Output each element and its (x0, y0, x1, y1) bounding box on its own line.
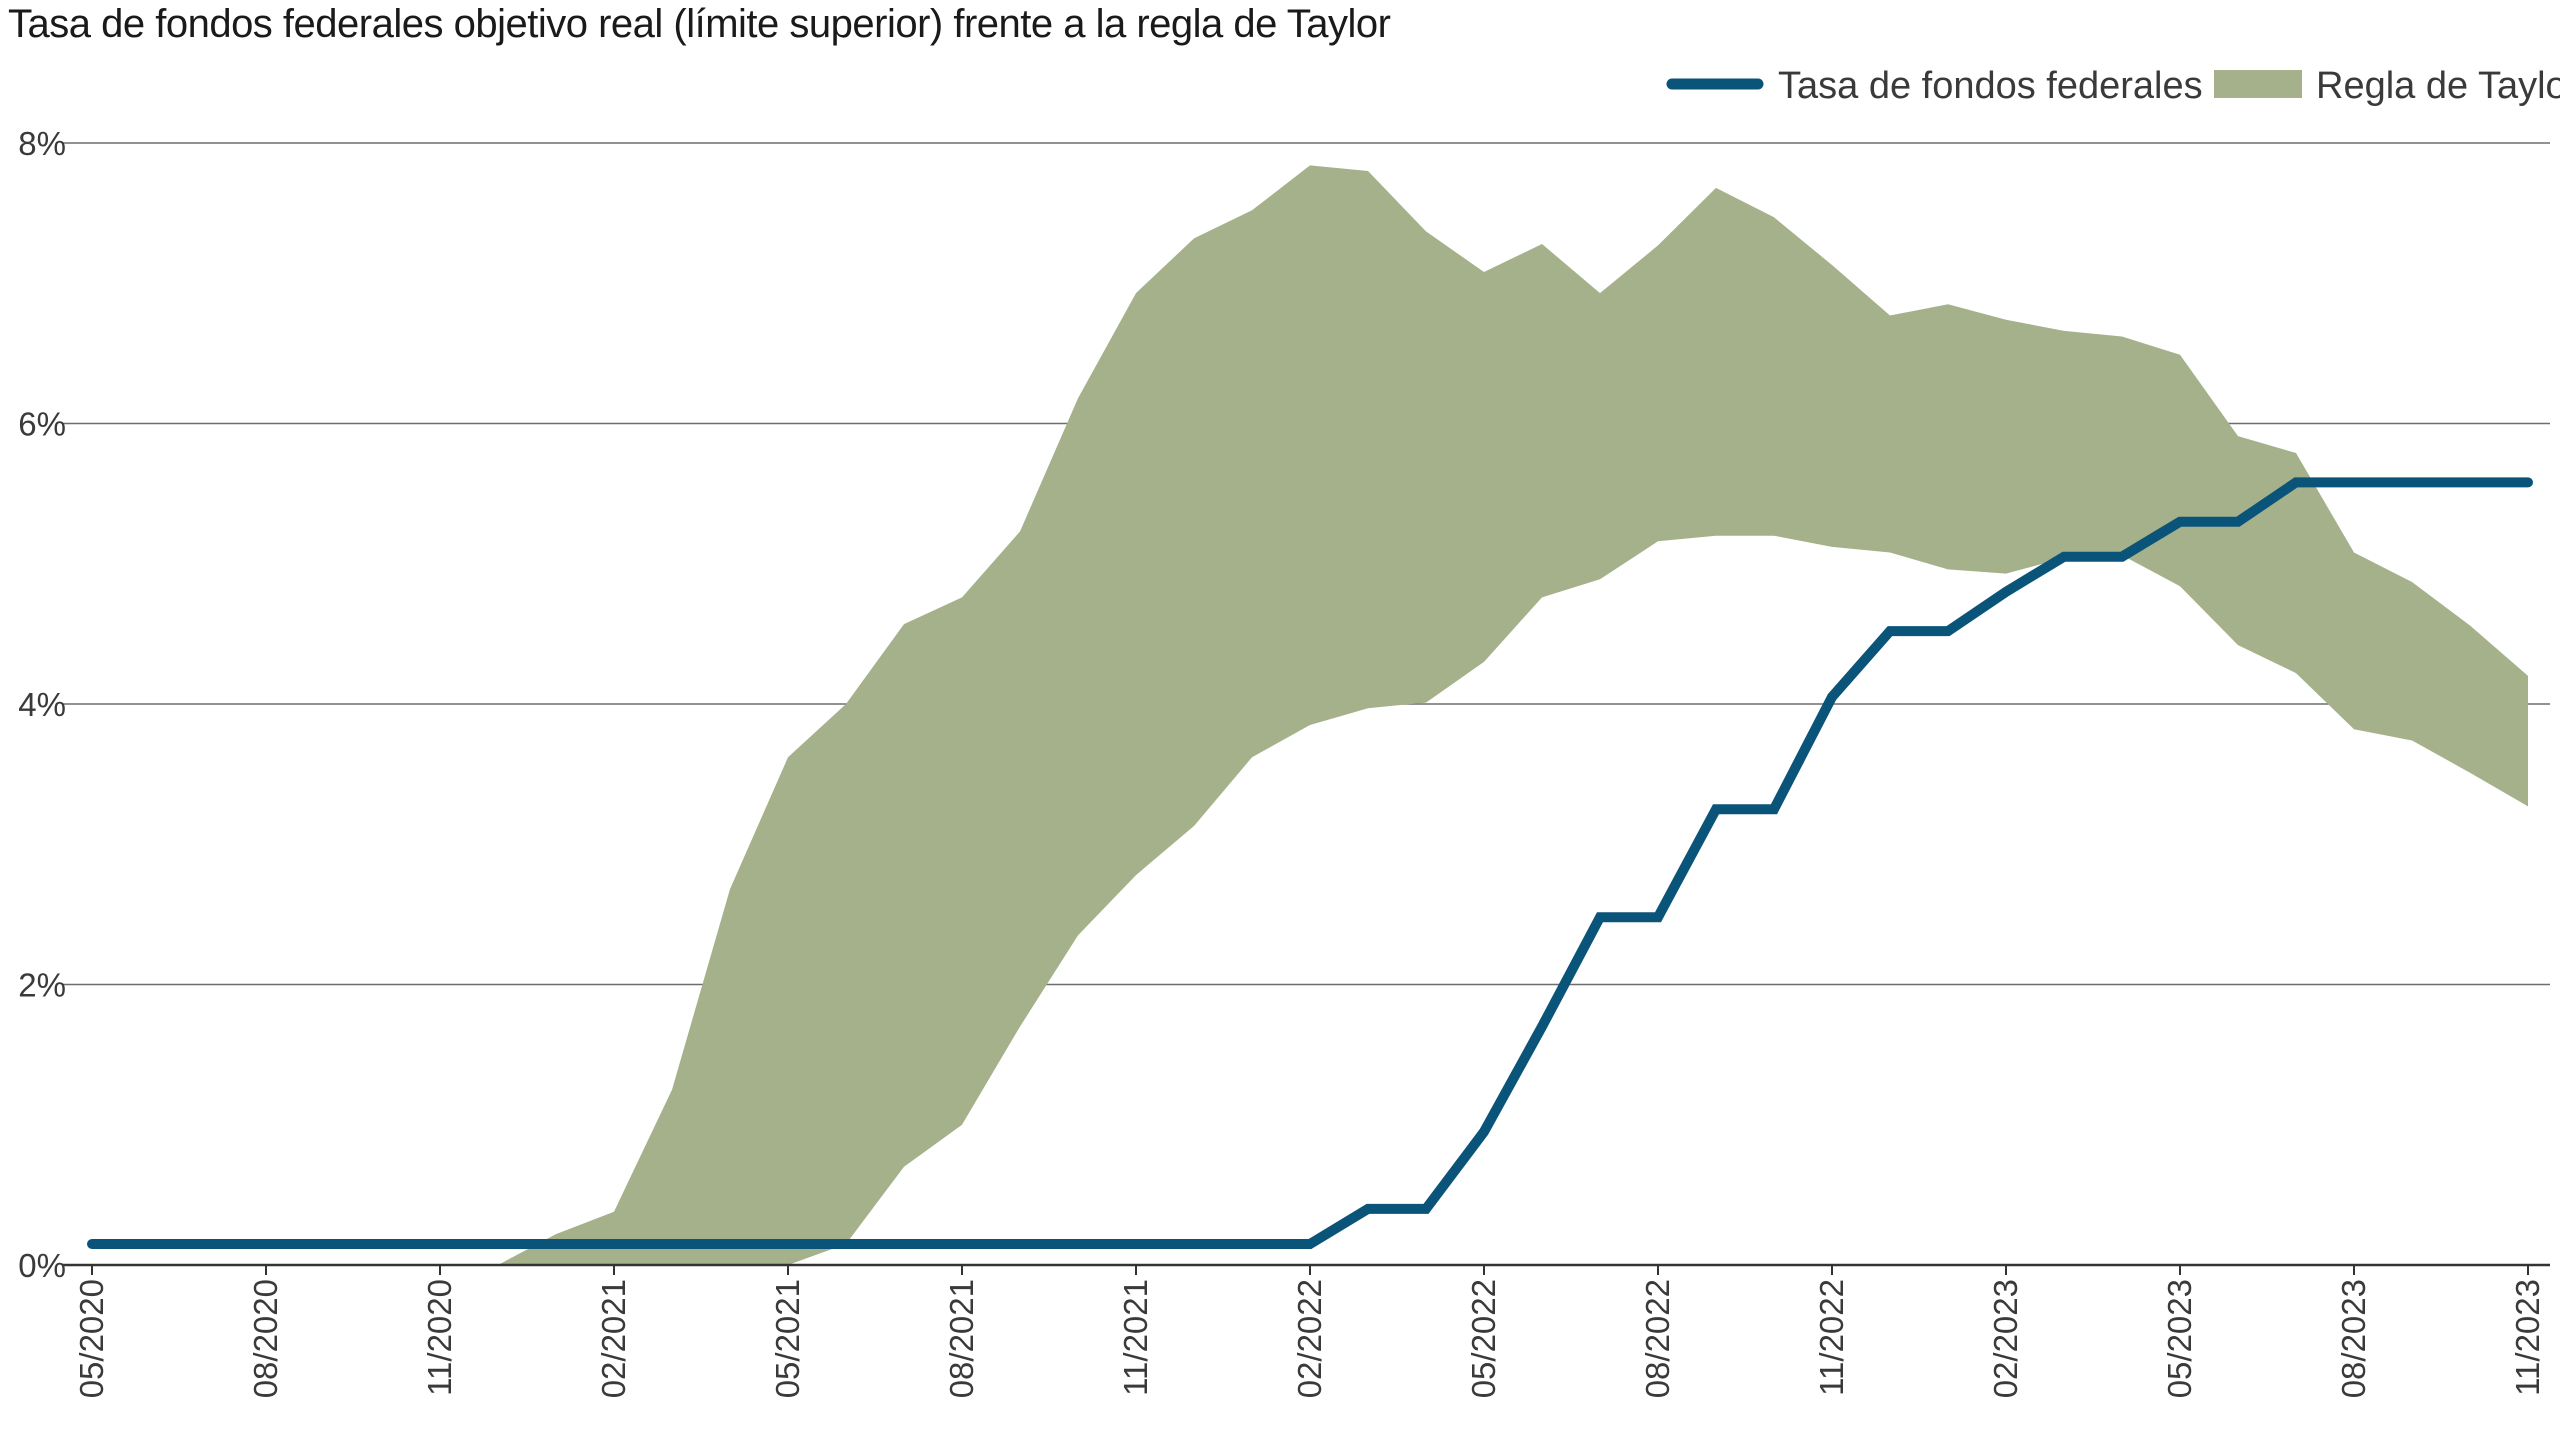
line-layer (87, 477, 2533, 1249)
y-tick-label: 2% (18, 967, 66, 1004)
axis-layer (62, 1263, 2550, 1275)
legend-label-taylor-rule: Regla de Taylor (2316, 65, 2560, 107)
x-tick-label: 11/2020 (421, 1279, 458, 1396)
fed-funds-line (87, 477, 2533, 1249)
x-tick-label: 05/2020 (73, 1279, 110, 1398)
band-layer (498, 165, 2528, 1265)
x-tick-label: 02/2023 (1987, 1279, 2024, 1398)
x-tick-label: 11/2021 (1117, 1279, 1154, 1396)
x-tick-label: 05/2023 (2161, 1279, 2198, 1398)
legend: Tasa de fondos federales Regla de Taylor (1666, 65, 2560, 107)
x-tick-label: 11/2022 (1813, 1279, 1850, 1396)
x-tick-labels: 05/2020 08/2020 11/2020 02/2021 05/2021 08/20… (73, 1279, 2546, 1398)
x-tick-label: 08/2023 (2335, 1279, 2372, 1398)
legend-label-fed-funds: Tasa de fondos federales (1778, 65, 2203, 107)
x-tick-label: 05/2021 (769, 1279, 806, 1398)
taylor-rule-band (498, 165, 2528, 1265)
legend-swatch-taylor-rule (2214, 70, 2302, 98)
x-tick-label: 11/2023 (2509, 1279, 2546, 1396)
y-tick-label: 4% (18, 686, 66, 723)
x-tick-label: 02/2022 (1291, 1279, 1328, 1398)
y-tick-label: 8% (18, 125, 66, 162)
x-tick-label: 08/2020 (247, 1279, 284, 1398)
x-tick-label: 02/2021 (595, 1279, 632, 1398)
y-tick-label: 0% (18, 1247, 66, 1284)
x-tick-label: 08/2022 (1639, 1279, 1676, 1398)
chart-title: Tasa de fondos federales objetivo real (… (8, 2, 1391, 46)
y-tick-labels: 0% 2% 4% 6% 8% (18, 125, 66, 1284)
x-tick-label: 05/2022 (1465, 1279, 1502, 1398)
x-tick-label: 08/2021 (943, 1279, 980, 1398)
y-tick-label: 6% (18, 406, 66, 443)
